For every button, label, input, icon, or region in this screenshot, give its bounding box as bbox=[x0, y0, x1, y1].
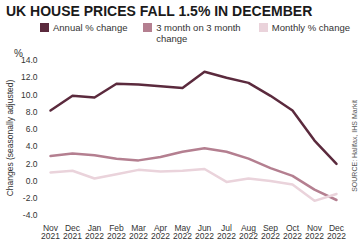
svg-text:Jan2022: Jan2022 bbox=[85, 223, 104, 240]
svg-text:-4.0: -4.0 bbox=[23, 210, 38, 220]
svg-text:Mar2022: Mar2022 bbox=[129, 223, 148, 240]
svg-text:6.0: 6.0 bbox=[26, 124, 38, 134]
svg-text:Nov2022: Nov2022 bbox=[305, 223, 324, 240]
svg-text:12.0: 12.0 bbox=[21, 72, 38, 82]
svg-text:May2022: May2022 bbox=[173, 223, 192, 240]
svg-text:Sep2022: Sep2022 bbox=[261, 223, 280, 240]
svg-text:0.0: 0.0 bbox=[26, 176, 38, 186]
html-text:SOURCE: Halifax, IHS Markit: SOURCE: Halifax, IHS Markit bbox=[351, 100, 358, 192]
svg-text:Dec2022: Dec2022 bbox=[327, 223, 346, 240]
svg-text:2.0: 2.0 bbox=[26, 159, 38, 169]
html-text:3 month on 3 month change: 3 month on 3 month change bbox=[156, 22, 241, 44]
svg-text:8.0: 8.0 bbox=[26, 107, 38, 117]
svg-text:Jul2022: Jul2022 bbox=[217, 223, 236, 240]
svg-text:Aug2022: Aug2022 bbox=[239, 223, 258, 240]
svg-text:Nov2021: Nov2021 bbox=[41, 223, 60, 240]
svg-text:-2.0: -2.0 bbox=[23, 193, 38, 203]
html-text:UK HOUSE PRICES FALL 1.5% IN D: UK HOUSE PRICES FALL 1.5% IN DECEMBER bbox=[6, 3, 313, 19]
svg-text:Jun2022: Jun2022 bbox=[195, 223, 214, 240]
svg-text:Apr2022: Apr2022 bbox=[151, 223, 170, 240]
svg-text:Changes (seasonally adjusted): Changes (seasonally adjusted) bbox=[5, 79, 15, 196]
svg-text:Oct2022: Oct2022 bbox=[283, 223, 302, 240]
svg-text:Dec2021: Dec2021 bbox=[63, 223, 82, 240]
svg-text:14.0: 14.0 bbox=[21, 55, 38, 65]
svg-text:4.0: 4.0 bbox=[26, 141, 38, 151]
html-text:Monthly % change: Monthly % change bbox=[271, 22, 350, 33]
html-text:Annual % change: Annual % change bbox=[53, 22, 128, 33]
svg-text:Feb2022: Feb2022 bbox=[107, 223, 126, 240]
svg-text:10.0: 10.0 bbox=[21, 90, 38, 100]
